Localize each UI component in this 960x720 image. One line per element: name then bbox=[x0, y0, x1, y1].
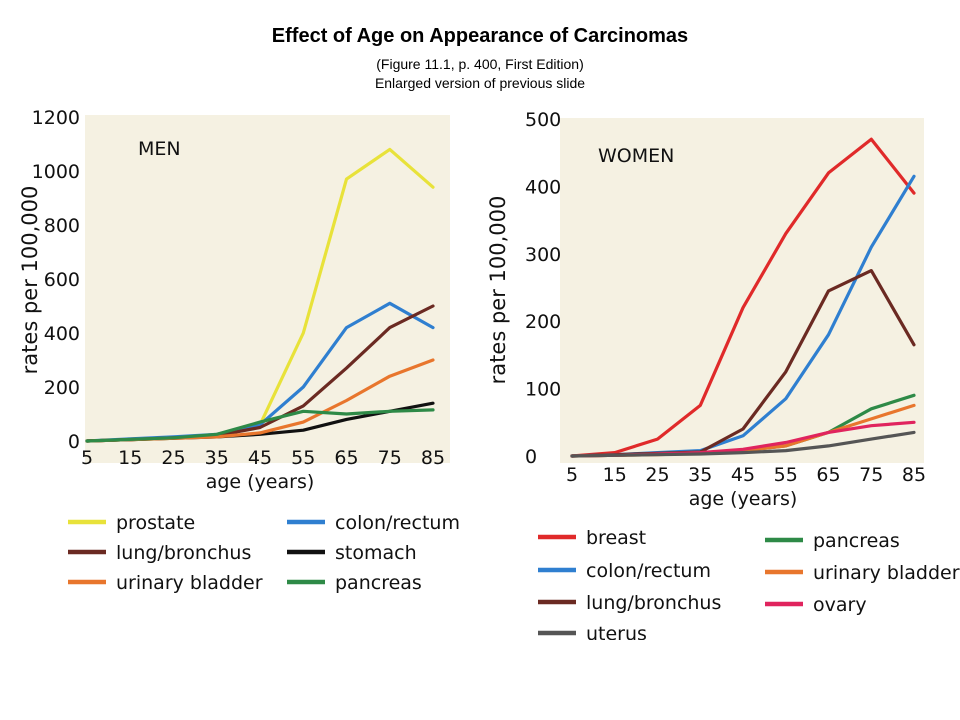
women-legend-label: lung/bronchus bbox=[586, 592, 721, 614]
men-series-pancreas-line bbox=[85, 408, 435, 443]
women-legend-label: colon/rectum bbox=[586, 560, 711, 582]
men-y-tick-label: 800 bbox=[44, 215, 80, 237]
men-x-tick-label: 85 bbox=[421, 447, 445, 469]
men-y-tick-label: 600 bbox=[44, 269, 80, 291]
women-plot-area bbox=[560, 118, 924, 463]
women-legend-label: urinary bladder bbox=[813, 562, 960, 584]
men-y-tick-label: 1000 bbox=[32, 161, 80, 183]
slide-subtitle-note: Enlarged version of previous slide bbox=[374, 75, 586, 91]
women-legend-label: uterus bbox=[586, 623, 647, 640]
men-y-tick-label: 400 bbox=[44, 323, 80, 345]
women-series-uterus-line bbox=[570, 430, 916, 458]
women-series-breast-line bbox=[570, 137, 916, 458]
women-y-axis-label: rates per 100,000 bbox=[486, 196, 510, 385]
women-legend-label: breast bbox=[586, 527, 646, 549]
women-x-axis-label: age (years) bbox=[689, 488, 798, 510]
women-y-tick-label: 100 bbox=[525, 379, 561, 401]
women-x-tick-label: 85 bbox=[902, 464, 926, 486]
women-x-tick-label: 45 bbox=[731, 464, 755, 486]
men-y-tick-label: 1200 bbox=[32, 107, 80, 129]
men-legend-label: pancreas bbox=[335, 572, 422, 594]
women-y-tick-label: 0 bbox=[525, 446, 537, 468]
men-x-tick-label: 65 bbox=[334, 447, 358, 469]
men-chart-title: MEN bbox=[138, 138, 181, 160]
men-x-tick-label: 5 bbox=[81, 447, 93, 469]
men-y-tick-label: 0 bbox=[68, 431, 80, 453]
women-chart: WOMEN 0 100 200 300 400 500 5 15 25 35 45 55 65 75 85 ag… bbox=[486, 109, 960, 640]
men-y-tick-label: 200 bbox=[44, 377, 80, 399]
men-x-tick-label: 55 bbox=[291, 447, 315, 469]
men-plot-area bbox=[85, 115, 450, 463]
women-x-tick-label: 5 bbox=[566, 464, 578, 486]
men-x-tick-label: 45 bbox=[248, 447, 272, 469]
women-x-tick-label: 55 bbox=[774, 464, 798, 486]
women-x-tick-label: 15 bbox=[603, 464, 627, 486]
women-y-tick-label: 300 bbox=[525, 244, 561, 266]
women-legend-label: ovary bbox=[813, 594, 867, 616]
slide-title: Effect of Age on Appearance of Carcinoma… bbox=[271, 25, 689, 47]
women-chart-title: WOMEN bbox=[598, 145, 674, 167]
women-y-tick-label: 400 bbox=[525, 176, 561, 198]
men-x-axis-label: age (years) bbox=[206, 471, 315, 493]
men-legend-label: stomach bbox=[335, 542, 417, 564]
women-y-tick-label: 200 bbox=[525, 311, 561, 333]
men-x-tick-label: 15 bbox=[118, 447, 142, 469]
women-y-tick-label: 500 bbox=[525, 109, 561, 131]
men-y-axis-label: rates per 100,000 bbox=[18, 186, 42, 375]
women-x-tick-label: 25 bbox=[645, 464, 669, 486]
men-x-tick-label: 35 bbox=[205, 447, 229, 469]
men-x-tick-label: 75 bbox=[378, 447, 402, 469]
slide-subtitle-figure-ref: (Figure 11.1, p. 400, First Edition) bbox=[376, 56, 584, 72]
women-x-tick-label: 35 bbox=[688, 464, 712, 486]
men-chart: MEN 0 200 400 600 800 1000 1200 5 15 25 35 45 55 65 75 8… bbox=[18, 107, 460, 594]
men-legend-label: prostate bbox=[116, 512, 195, 534]
women-x-tick-label: 75 bbox=[859, 464, 883, 486]
men-legend-label: lung/bronchus bbox=[116, 542, 251, 564]
men-x-tick-label: 25 bbox=[161, 447, 185, 469]
men-legend-label: urinary bladder bbox=[116, 572, 263, 594]
women-x-tick-label: 65 bbox=[816, 464, 840, 486]
men-legend-label: colon/rectum bbox=[335, 512, 460, 534]
women-legend-label: pancreas bbox=[813, 530, 900, 552]
